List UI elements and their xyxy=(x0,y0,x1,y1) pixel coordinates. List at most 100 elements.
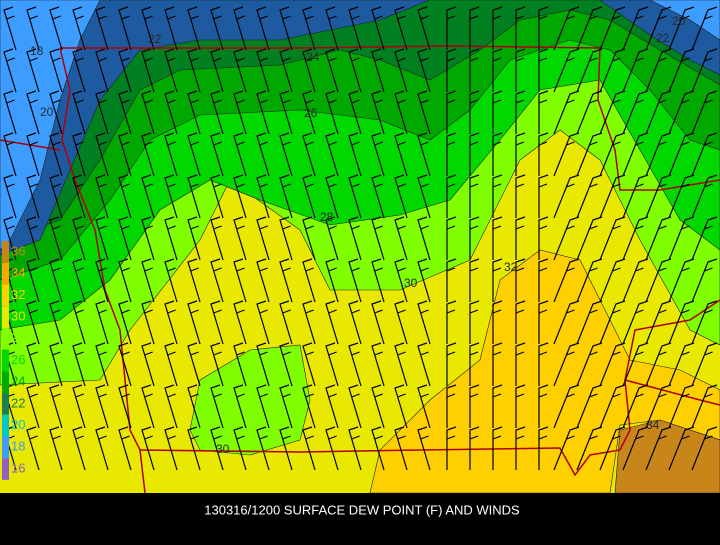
wind-barb xyxy=(394,426,408,471)
wind-barb xyxy=(668,48,695,93)
wind-barb xyxy=(668,342,695,387)
wind-barb xyxy=(72,426,86,471)
legend-label: 34 xyxy=(11,265,25,280)
wind-barb xyxy=(26,48,40,93)
wind-barb xyxy=(446,48,457,92)
wind-barb xyxy=(210,300,224,345)
wind-barb xyxy=(622,216,649,261)
wind-barb xyxy=(371,216,385,261)
wind-barb xyxy=(49,300,63,345)
wind-barb xyxy=(279,90,293,135)
wind-barb xyxy=(394,90,408,135)
wind-barb xyxy=(622,258,649,303)
legend-label: 24 xyxy=(11,374,25,389)
legend-label: 28 xyxy=(11,330,25,345)
wind-barb xyxy=(256,342,270,387)
wind-barb xyxy=(553,48,580,93)
band-22-24 xyxy=(0,0,720,241)
wind-barb xyxy=(164,342,178,387)
wind-barb xyxy=(49,48,63,93)
wind-barb xyxy=(553,174,580,219)
wind-barb xyxy=(515,6,526,50)
wind-barb xyxy=(72,342,86,387)
wind-barb xyxy=(279,174,293,219)
wind-barb xyxy=(691,48,718,93)
wind-barb xyxy=(348,6,362,51)
wind-barb xyxy=(141,6,155,51)
wind-barb xyxy=(233,426,247,471)
wind-barb xyxy=(553,384,580,429)
wind-barb xyxy=(279,132,293,177)
wind-barb xyxy=(49,174,63,219)
legend-swatch xyxy=(2,241,9,263)
wind-barb xyxy=(325,174,339,219)
wind-barb xyxy=(538,90,549,134)
wind-barb xyxy=(49,6,63,51)
legend-label: 20 xyxy=(11,417,25,432)
wind-barb xyxy=(348,90,362,135)
wind-barb xyxy=(492,384,503,428)
wind-barb xyxy=(72,258,86,303)
wind-barb xyxy=(118,426,132,471)
wind-barb xyxy=(645,132,672,177)
wind-barb xyxy=(417,300,431,345)
color-legend: 36 34 32 30 28 26 24 22 20 18 16 xyxy=(2,241,25,480)
dew-point-field xyxy=(0,0,720,494)
wind-barb xyxy=(469,426,480,470)
wind-barb xyxy=(469,48,480,92)
wind-barb xyxy=(302,132,316,177)
wind-barb xyxy=(668,384,695,429)
wind-barb xyxy=(645,342,672,387)
wind-barb xyxy=(622,426,649,471)
wind-barb xyxy=(187,216,201,261)
wind-barb xyxy=(95,6,109,51)
contour-label: 22 xyxy=(148,32,162,46)
wind-barb xyxy=(95,48,109,93)
wind-barb xyxy=(72,300,86,345)
wind-barb xyxy=(599,174,626,219)
wind-barb xyxy=(187,426,201,471)
wind-barb xyxy=(469,300,480,344)
wind-barb xyxy=(371,300,385,345)
wind-barb xyxy=(141,90,155,135)
wind-barb xyxy=(469,258,480,302)
wind-barb xyxy=(279,384,293,429)
wind-barb xyxy=(164,216,178,261)
legend-label: 26 xyxy=(11,352,25,367)
wind-barb xyxy=(141,258,155,303)
wind-barb xyxy=(515,258,526,302)
wind-barb xyxy=(515,342,526,386)
wind-barb xyxy=(515,216,526,260)
wind-barb xyxy=(371,258,385,303)
wind-barb xyxy=(492,216,503,260)
wind-barb xyxy=(187,90,201,135)
legend-label: 18 xyxy=(11,439,25,454)
wind-barb xyxy=(348,300,362,345)
wind-barb xyxy=(210,426,224,471)
wind-barb xyxy=(553,132,580,177)
wind-barb xyxy=(599,300,626,345)
legend-swatch xyxy=(2,393,9,415)
legend-swatch xyxy=(2,371,9,394)
wind-barb xyxy=(72,216,86,261)
wind-barb xyxy=(691,132,718,177)
wind-barb xyxy=(256,258,270,303)
wind-barb xyxy=(691,258,718,303)
contour-label: 30 xyxy=(216,442,230,456)
wind-barb xyxy=(515,174,526,218)
wind-barb xyxy=(72,48,86,93)
wind-barb xyxy=(394,132,408,177)
wind-barb xyxy=(95,300,109,345)
wind-barb xyxy=(645,6,672,51)
wind-barb xyxy=(279,300,293,345)
wind-barb xyxy=(469,90,480,134)
wind-barb xyxy=(49,342,63,387)
wind-barb xyxy=(492,48,503,92)
wind-barb xyxy=(538,258,549,302)
wind-barb xyxy=(576,6,603,51)
wind-barb xyxy=(279,48,293,93)
wind-barb xyxy=(576,384,603,429)
wind-barb xyxy=(118,132,132,177)
wind-barb xyxy=(645,258,672,303)
contour-labels: 18 22 24 20 26 28 30 32 30 34 20 22 xyxy=(30,14,686,456)
